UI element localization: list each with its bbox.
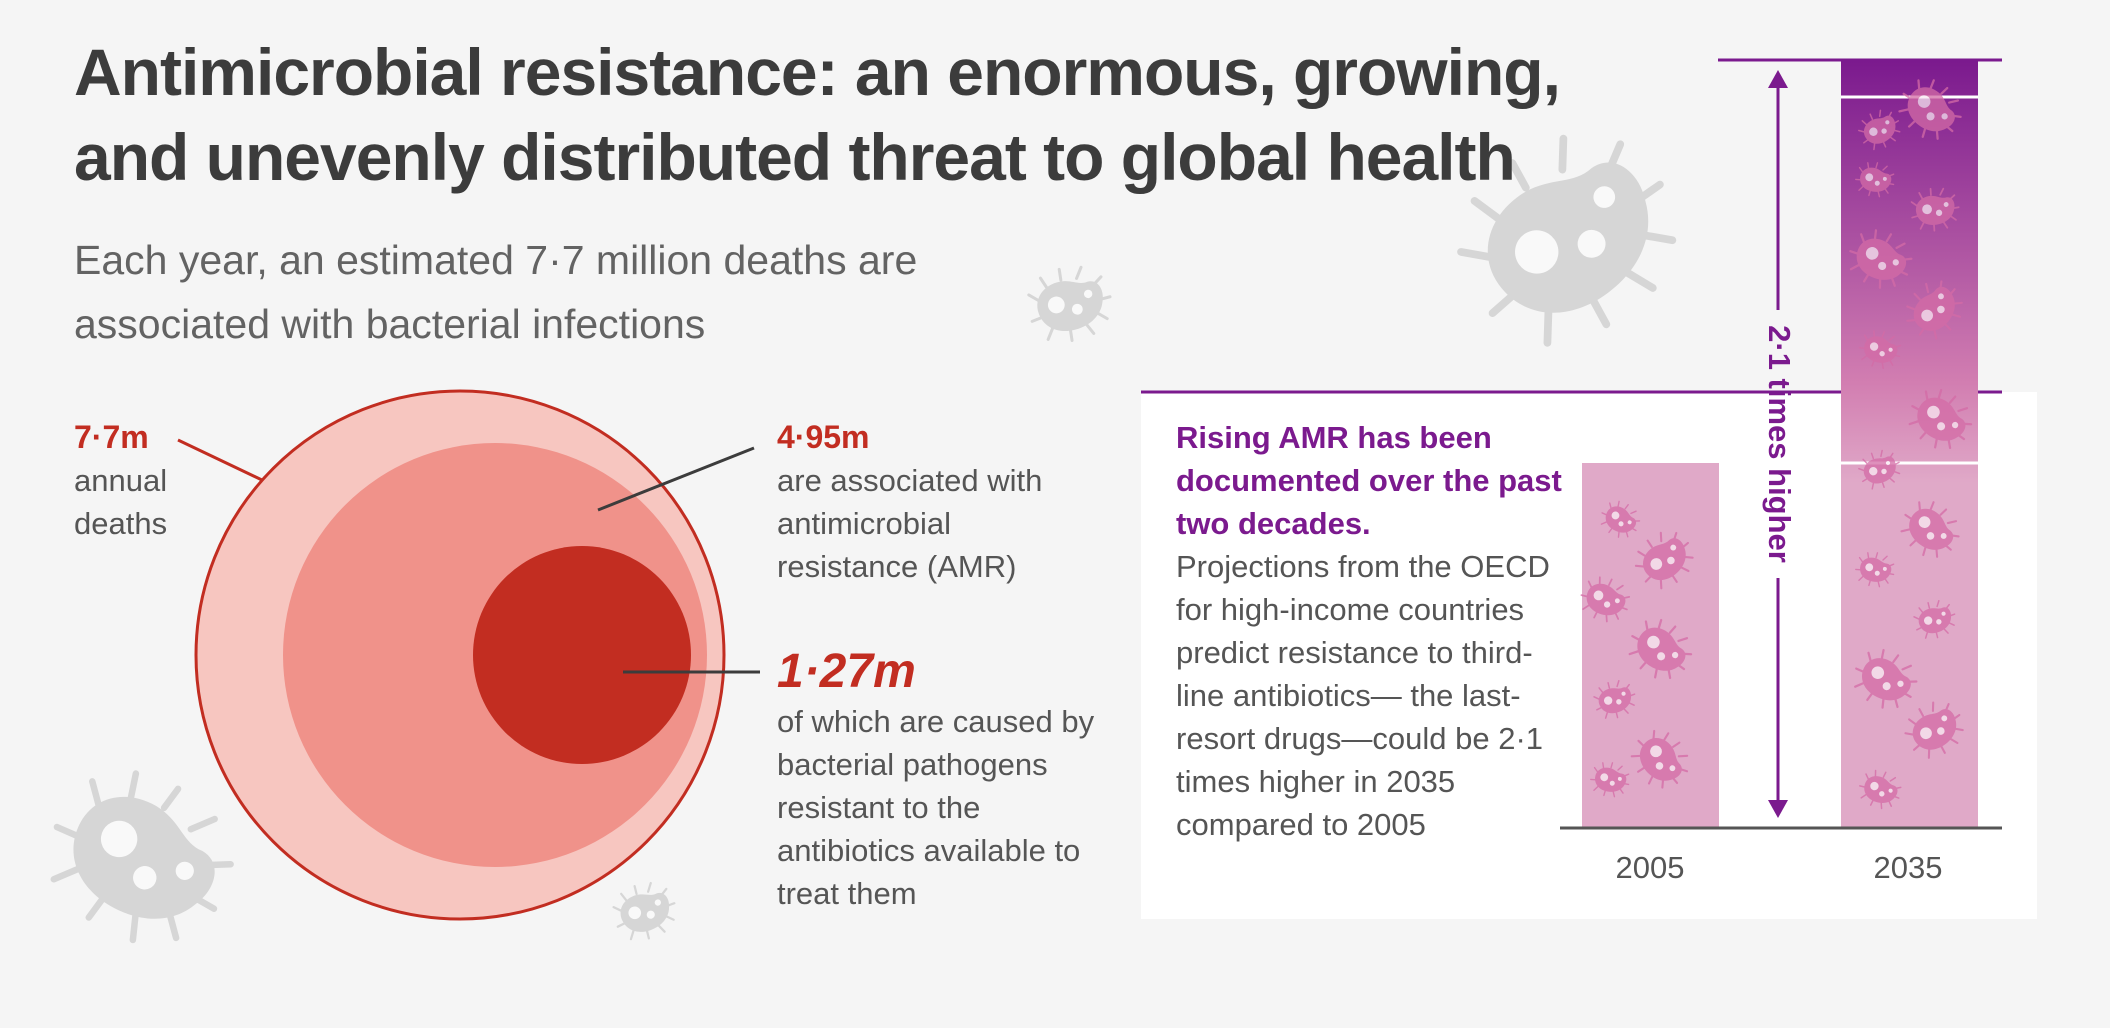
bar-2035: [1841, 61, 1978, 828]
page-subtitle: Each year, an estimated 7·7 million deat…: [74, 237, 918, 347]
bacterium-icon: [605, 874, 684, 949]
bacterium-icon: [1019, 257, 1120, 351]
desc-annual-deaths: annual deaths: [74, 463, 168, 541]
desc-resistant-deaths: of which are caused by bacterial pathoge…: [777, 704, 1095, 911]
panel-text: Rising AMR has been documented over the …: [1176, 416, 1576, 846]
value-amr-deaths: 4·95m: [777, 419, 870, 455]
label-amr-deaths: 4·95m are associated with antimicrobial …: [777, 416, 1057, 588]
multiplier-label: 2·1 times higher: [1762, 325, 1797, 563]
bacterium-icon: [26, 746, 257, 969]
value-annual-deaths: 7·7m: [74, 419, 149, 455]
arrow-head-down: [1768, 800, 1788, 818]
bars-group: [1574, 61, 1983, 828]
page-title: Antimicrobial resistance: an enormous, g…: [74, 35, 1561, 194]
year-label-2035: 2035: [1873, 850, 1943, 885]
label-annual-deaths: 7·7m annual deaths: [74, 416, 234, 545]
label-resistant-deaths: 1·27m of which are caused by bacterial p…: [777, 644, 1107, 915]
value-resistant-deaths: 1·27m: [777, 645, 916, 698]
inner-circle: [473, 546, 691, 764]
desc-amr-deaths: are associated with antimicrobial resist…: [777, 463, 1043, 584]
arrow-head-up: [1768, 70, 1788, 88]
panel-heading: Rising AMR has been documented over the …: [1176, 420, 1562, 541]
leader-line-middle: [597, 446, 755, 512]
panel-body: Projections from the OECD for high-incom…: [1176, 549, 1550, 842]
leader-line-outer: [177, 438, 263, 482]
year-label-2005: 2005: [1615, 850, 1685, 885]
